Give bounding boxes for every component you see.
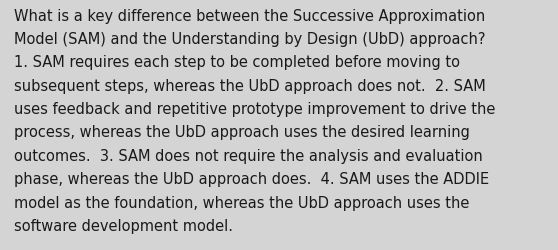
Text: outcomes.  3. SAM does not require the analysis and evaluation: outcomes. 3. SAM does not require the an… bbox=[14, 148, 483, 163]
Text: software development model.: software development model. bbox=[14, 218, 233, 233]
Text: process, whereas the UbD approach uses the desired learning: process, whereas the UbD approach uses t… bbox=[14, 125, 470, 140]
Text: 1. SAM requires each step to be completed before moving to: 1. SAM requires each step to be complete… bbox=[14, 55, 460, 70]
Text: Model (SAM) and the Understanding by Design (UbD) approach?: Model (SAM) and the Understanding by Des… bbox=[14, 32, 485, 47]
Text: phase, whereas the UbD approach does.  4. SAM uses the ADDIE: phase, whereas the UbD approach does. 4.… bbox=[14, 172, 489, 186]
Text: model as the foundation, whereas the UbD approach uses the: model as the foundation, whereas the UbD… bbox=[14, 195, 469, 210]
Text: subsequent steps, whereas the UbD approach does not.  2. SAM: subsequent steps, whereas the UbD approa… bbox=[14, 78, 485, 94]
Text: What is a key difference between the Successive Approximation: What is a key difference between the Suc… bbox=[14, 9, 485, 24]
Text: uses feedback and repetitive prototype improvement to drive the: uses feedback and repetitive prototype i… bbox=[14, 102, 496, 117]
